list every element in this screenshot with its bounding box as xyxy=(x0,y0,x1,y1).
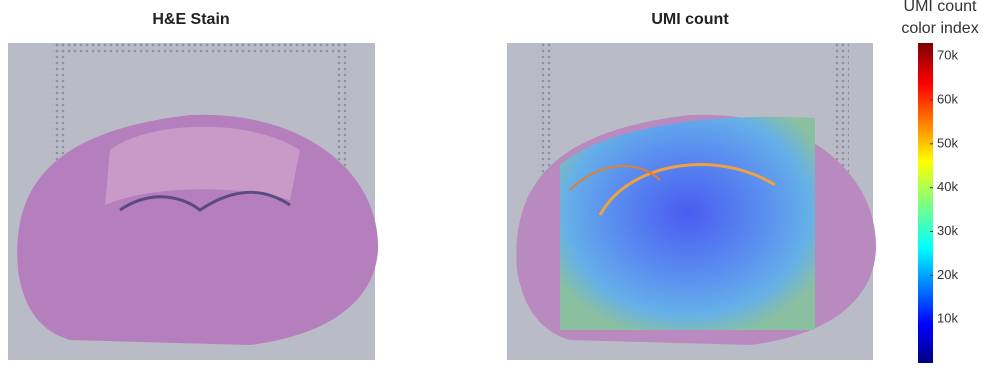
colorbar-tick-label: 10k xyxy=(937,311,958,326)
colorbar-title: color index xyxy=(901,20,978,37)
colorbar-tick-label: 20k xyxy=(937,267,958,282)
colorbar-tick-label: 40k xyxy=(937,179,958,194)
colorbar-tick-label: 70k xyxy=(937,48,958,63)
colorbar-tick-label: 60k xyxy=(937,91,958,106)
colorbar xyxy=(918,43,933,363)
colorbar-tick-label: 30k xyxy=(937,223,958,238)
umi-image xyxy=(507,43,877,360)
colorbar-title: UMI count xyxy=(904,0,977,15)
he-image xyxy=(8,43,379,360)
colorbar-tick-label: 50k xyxy=(937,135,958,150)
panel-title: UMI count xyxy=(651,11,729,28)
panel-title: H&E Stain xyxy=(152,11,229,28)
